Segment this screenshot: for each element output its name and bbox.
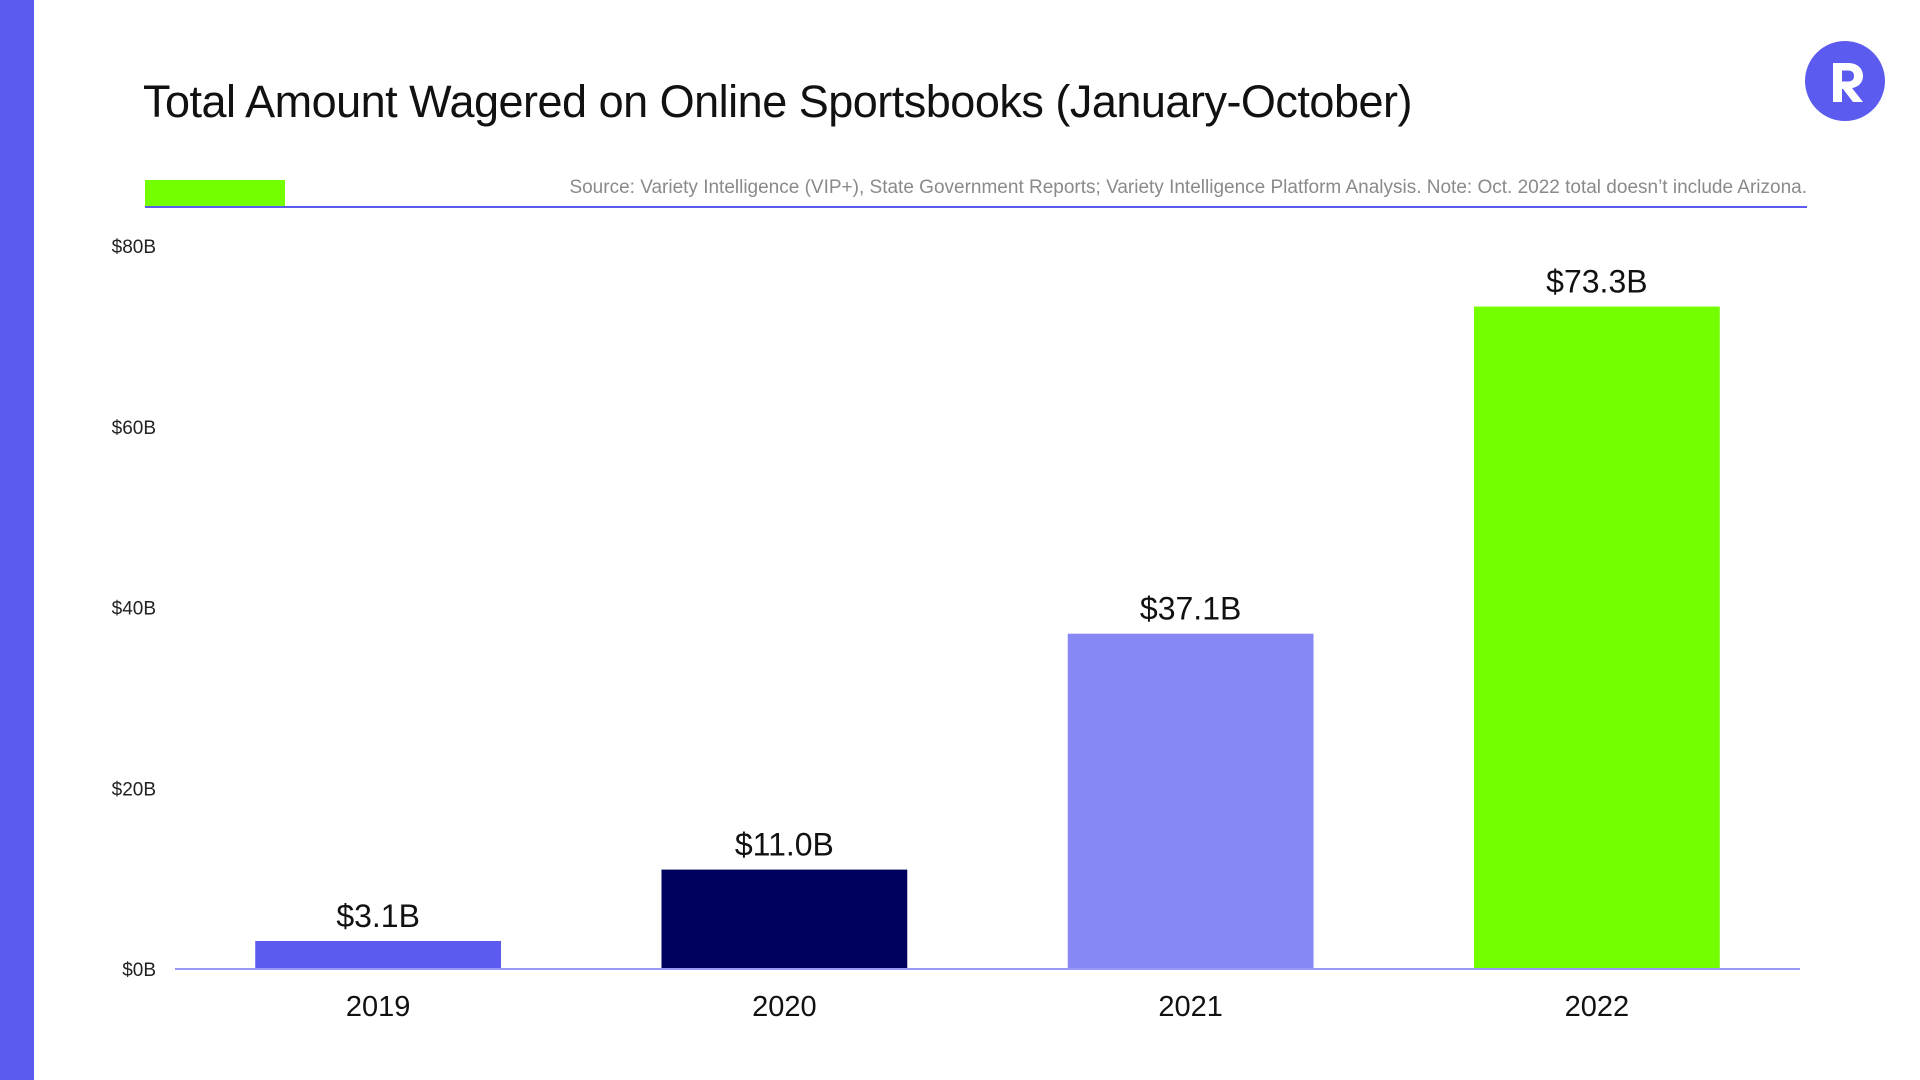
y-tick-label: $60B — [112, 418, 156, 439]
y-tick-label: $80B — [112, 237, 156, 258]
r-logo-glyph — [1833, 63, 1863, 102]
r-logo-icon — [1805, 41, 1885, 121]
bar-2022 — [1473, 306, 1720, 969]
source-note: Source: Variety Intelligence (VIP+), Sta… — [569, 177, 1807, 198]
bar-2020 — [661, 869, 908, 969]
data-label: $73.3B — [1546, 264, 1647, 300]
y-tick-label: $20B — [112, 779, 156, 800]
data-label: $11.0B — [735, 827, 834, 863]
x-tick-label: 2021 — [1158, 991, 1223, 1023]
x-tick-label: 2020 — [752, 991, 817, 1023]
brand-stripe — [0, 0, 34, 1080]
data-label: $3.1B — [336, 898, 420, 934]
accent-swatch — [145, 180, 285, 206]
y-tick-label: $40B — [112, 599, 156, 620]
data-label: $37.1B — [1140, 591, 1241, 627]
bar-2019 — [255, 940, 502, 969]
chart-title: Total Amount Wagered on Online Sportsboo… — [143, 76, 1412, 127]
bar-2021 — [1067, 633, 1314, 969]
x-tick-label: 2019 — [346, 991, 411, 1023]
y-tick-label: $0B — [122, 960, 156, 981]
header-rule — [145, 206, 1807, 208]
x-tick-label: 2022 — [1565, 991, 1630, 1023]
